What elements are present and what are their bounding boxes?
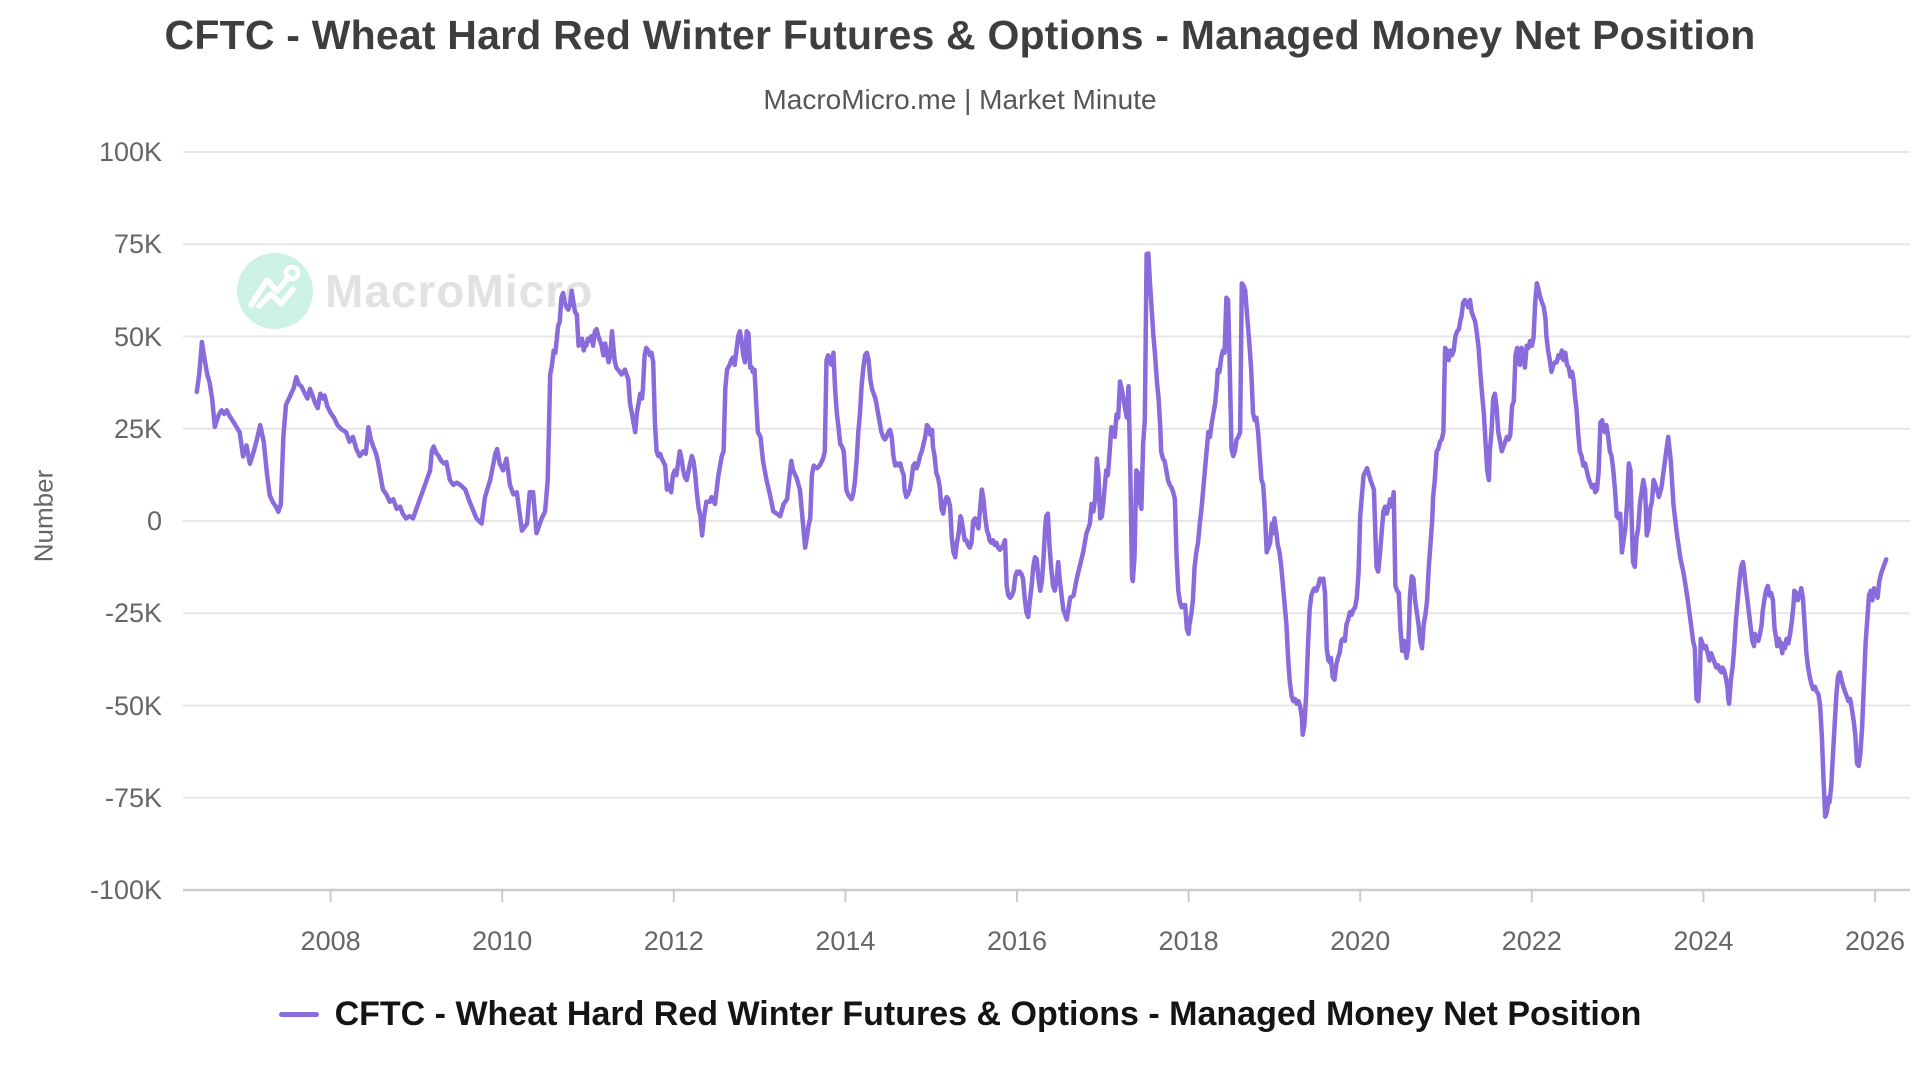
x-axis-tick-label: 2024 bbox=[1673, 926, 1734, 956]
x-axis-tick-label: 2016 bbox=[986, 926, 1048, 956]
y-axis-tick-label: -25K bbox=[104, 598, 162, 629]
watermark: MacroMicro bbox=[237, 253, 593, 329]
y-axis-tick-label: 25K bbox=[113, 413, 162, 444]
y-axis-tick-label: 75K bbox=[113, 229, 162, 260]
legend: CFTC - Wheat Hard Red Winter Futures & O… bbox=[0, 995, 1920, 1034]
y-axis-tick-label: -50K bbox=[104, 690, 162, 721]
x-axis-tick-label: 2014 bbox=[815, 926, 876, 956]
y-axis-tick-label: -100K bbox=[89, 875, 162, 905]
x-axis-tick-label: 2010 bbox=[472, 926, 533, 956]
x-axis-tick-label: 2026 bbox=[1844, 926, 1906, 956]
chart-subtitle: MacroMicro.me | Market Minute bbox=[763, 84, 1157, 115]
x-axis-tick-label: 2022 bbox=[1501, 926, 1562, 956]
watermark-brand-text: MacroMicro bbox=[325, 265, 594, 317]
y-axis-tick-label: -75K bbox=[104, 782, 162, 813]
legend-series-label[interactable]: CFTC - Wheat Hard Red Winter Futures & O… bbox=[334, 995, 1642, 1033]
y-axis-tick-label: 0 bbox=[146, 506, 162, 536]
y-axis-tick-label: 50K bbox=[113, 321, 162, 352]
macromicro-logo-icon bbox=[237, 253, 313, 329]
x-axis-tick-label: 2012 bbox=[643, 926, 704, 956]
y-axis-tick-label: 100K bbox=[98, 137, 162, 167]
x-axis-tick-label: 2008 bbox=[300, 926, 361, 956]
legend-series-swatch bbox=[278, 1012, 319, 1017]
chart-title: CFTC - Wheat Hard Red Winter Futures & O… bbox=[164, 12, 1756, 58]
x-axis-tick-label: 2018 bbox=[1158, 926, 1219, 956]
series-line[interactable] bbox=[194, 251, 1889, 819]
x-axis-tick-label: 2020 bbox=[1330, 926, 1391, 956]
